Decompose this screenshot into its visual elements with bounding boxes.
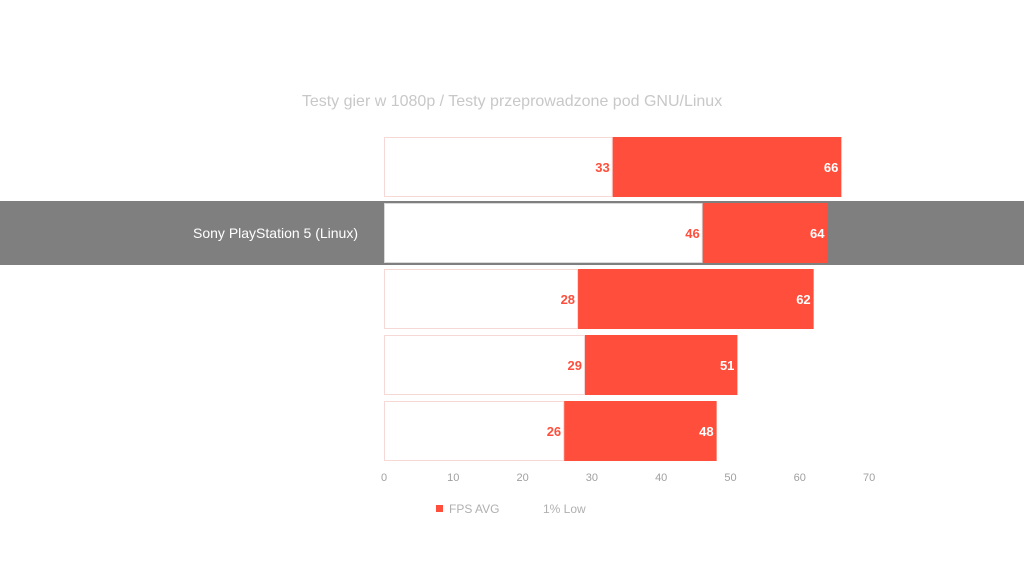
- data-label-fps-avg: 62: [796, 292, 810, 307]
- bar-1pct-low: [384, 269, 579, 329]
- bar-fps-avg: [612, 137, 842, 197]
- legend-swatch-fps-avg: [436, 505, 443, 512]
- legend: FPS AVG 1% Low: [436, 502, 586, 516]
- x-tick-label: 40: [655, 472, 667, 484]
- bar-fps-avg: [702, 203, 828, 263]
- bar-fps-avg: [564, 401, 717, 461]
- data-label-fps-avg: 64: [810, 226, 825, 241]
- bars-layer: [384, 137, 842, 461]
- bar-1pct-low: [384, 335, 585, 395]
- x-tick-label: 60: [794, 472, 806, 484]
- x-tick-label: 50: [724, 472, 736, 484]
- data-label-fps-avg: 48: [699, 424, 713, 439]
- data-label-fps-avg: 51: [720, 358, 734, 373]
- bar-fps-avg: [584, 335, 738, 395]
- legend-swatch-1pct-low: [530, 505, 537, 512]
- data-label-1pct-low: 26: [547, 424, 561, 439]
- x-tick-label: 30: [586, 472, 598, 484]
- data-label-1pct-low: 28: [561, 292, 575, 307]
- bar-1pct-low: [384, 401, 565, 461]
- labels-layer: 33 66 46 64 Sony PlayStation 5 (Linux) 28 62 29…: [193, 160, 838, 439]
- bar-1pct-low: [384, 203, 703, 263]
- chart-title: Testy gier w 1080p / Testy przeprowadzon…: [302, 93, 722, 110]
- data-label-1pct-low: 46: [685, 226, 699, 241]
- legend-label-fps-avg: FPS AVG: [449, 502, 499, 516]
- data-label-1pct-low: 33: [595, 160, 609, 175]
- bar-fps-avg: [578, 269, 814, 329]
- x-tick-label: 10: [447, 472, 459, 484]
- legend-label-1pct-low: 1% Low: [543, 502, 586, 516]
- data-label-1pct-low: 29: [568, 358, 582, 373]
- data-label-fps-avg: 66: [824, 160, 838, 175]
- x-tick-label: 70: [863, 472, 875, 484]
- category-label: Sony PlayStation 5 (Linux): [193, 225, 358, 241]
- x-tick-label: 20: [516, 472, 528, 484]
- x-tick-label: 0: [381, 472, 387, 484]
- bar-1pct-low: [384, 137, 613, 197]
- x-axis: 0 10 20 30 40 50 60 70: [381, 472, 875, 484]
